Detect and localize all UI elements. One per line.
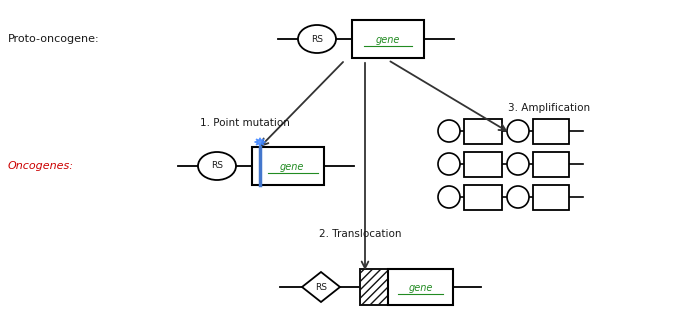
Polygon shape bbox=[302, 272, 340, 302]
Bar bbox=[252, 147, 324, 185]
Text: 3. Amplification: 3. Amplification bbox=[508, 103, 590, 113]
Bar bbox=[464, 152, 502, 177]
Text: 2. Translocation: 2. Translocation bbox=[318, 229, 401, 239]
Text: gene: gene bbox=[280, 162, 304, 172]
Text: RS: RS bbox=[315, 282, 327, 291]
Text: 1. Point mutation: 1. Point mutation bbox=[200, 118, 290, 128]
Bar bbox=[533, 152, 569, 177]
Text: Proto-oncogene:: Proto-oncogene: bbox=[8, 34, 99, 44]
Bar bbox=[533, 185, 569, 210]
Bar bbox=[464, 185, 502, 210]
Ellipse shape bbox=[438, 153, 460, 175]
Ellipse shape bbox=[438, 186, 460, 208]
Text: Oncogenes:: Oncogenes: bbox=[8, 161, 74, 171]
Text: RS: RS bbox=[311, 34, 323, 44]
Bar bbox=[533, 118, 569, 143]
Ellipse shape bbox=[298, 25, 336, 53]
Bar bbox=[388, 269, 453, 305]
Polygon shape bbox=[255, 138, 265, 146]
Ellipse shape bbox=[198, 152, 236, 180]
Text: gene: gene bbox=[376, 35, 400, 45]
Bar bbox=[352, 20, 424, 58]
Ellipse shape bbox=[507, 120, 529, 142]
Ellipse shape bbox=[438, 120, 460, 142]
Bar bbox=[360, 269, 388, 305]
Text: gene: gene bbox=[408, 283, 433, 293]
Text: RS: RS bbox=[211, 161, 223, 170]
Bar bbox=[464, 118, 502, 143]
Ellipse shape bbox=[507, 186, 529, 208]
Ellipse shape bbox=[507, 153, 529, 175]
